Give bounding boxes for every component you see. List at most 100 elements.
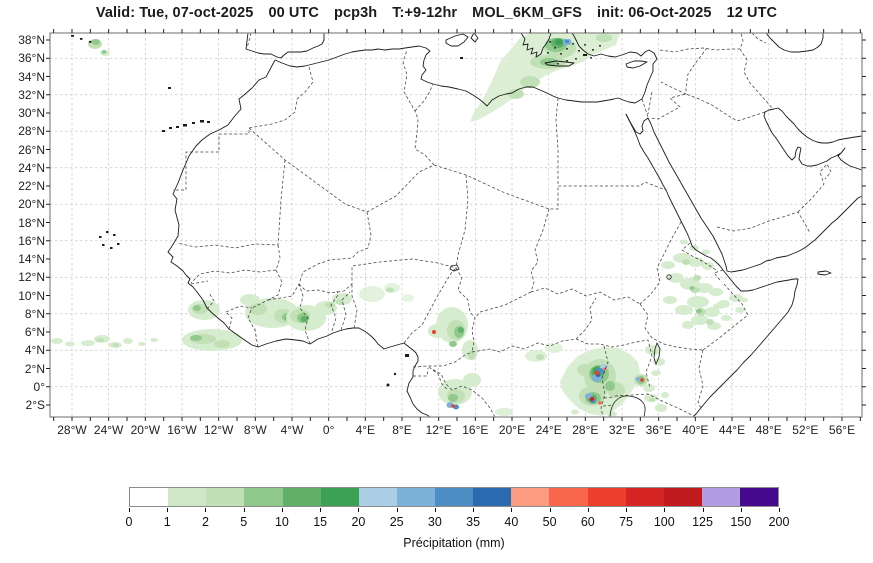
colorbar-segment xyxy=(701,488,740,506)
colorbar-segment xyxy=(358,488,397,506)
title-part: T:+9-12hr xyxy=(392,5,458,21)
lat-tick-label: 2°S xyxy=(25,398,45,412)
lat-tick-label: 28°N xyxy=(18,124,45,139)
lat-tick-label: 4°N xyxy=(24,343,45,358)
colorbar-segment xyxy=(511,488,550,506)
colorbar-segment xyxy=(625,488,664,506)
lat-tick-label: 12°N xyxy=(18,270,45,285)
lat-tick-label: 30°N xyxy=(18,106,45,120)
colorbar-tick-mark xyxy=(664,508,666,512)
lon-tick-label: 32°E xyxy=(608,423,636,437)
lon-tick-label: 16°W xyxy=(167,423,197,437)
lat-tick-label: 20°N xyxy=(18,197,45,212)
graticule-grid xyxy=(50,33,862,417)
lat-tick-label: 18°N xyxy=(18,215,45,230)
colorbar-tick-mark xyxy=(779,508,780,512)
colorbar-tick-mark xyxy=(511,508,513,512)
lat-tick-label: 8°N xyxy=(24,306,45,321)
lon-tick-label: 48°E xyxy=(755,423,782,437)
title-part: pcp3h xyxy=(334,5,378,21)
colorbar xyxy=(129,487,779,507)
title-part: 12 UTC xyxy=(726,5,778,21)
colorbar-tick-label: 10 xyxy=(274,515,289,529)
axis-ticks xyxy=(46,29,866,421)
colorbar-tick-label: 150 xyxy=(730,515,752,529)
colorbar-tick-label: 40 xyxy=(504,515,519,529)
lon-tick-label: 52°E xyxy=(792,423,819,437)
precipitation-shading xyxy=(51,33,748,417)
lat-tick-label: 32°N xyxy=(18,87,45,102)
colorbar-segment xyxy=(320,488,359,506)
colorbar-tick-label: 0 xyxy=(125,515,133,529)
page-title: Valid: Tue, 07-oct-2025 00 UTC pcp3h T:+9-1… xyxy=(0,5,873,21)
colorbar-segment xyxy=(168,488,207,506)
colorbar-segment xyxy=(740,488,779,506)
map-frame xyxy=(49,32,863,418)
lon-tick-label: 16°E xyxy=(462,423,489,437)
colorbar-segment xyxy=(549,488,588,506)
lat-tick-label: 24°N xyxy=(18,160,45,175)
lon-tick-label: 8°W xyxy=(243,423,267,437)
colorbar-tick-label: 60 xyxy=(580,515,595,529)
title-part: init: 06-Oct-2025 xyxy=(597,5,712,21)
title-part: MOL_6KM_GFS xyxy=(472,5,583,21)
colorbar-axis-label: Précipitation (mm) xyxy=(403,536,505,550)
colorbar-tick-label: 100 xyxy=(653,515,675,529)
colorbar-tick-mark xyxy=(129,508,130,512)
lon-tick-label: 4°E xyxy=(355,423,376,437)
lat-tick-label: 14°N xyxy=(18,252,45,266)
colorbar-tick-mark xyxy=(626,508,628,512)
colorbar-tick-label: 25 xyxy=(389,515,404,529)
colorbar-tick-mark xyxy=(167,508,169,512)
colorbar-segment xyxy=(206,488,245,506)
island-specks xyxy=(71,35,601,387)
colorbar-tick-label: 50 xyxy=(542,515,557,529)
precipitation-map xyxy=(46,29,866,421)
lat-tick-label: 34°N xyxy=(18,69,45,84)
colorbar-segment xyxy=(587,488,626,506)
colorbar-tick-label: 35 xyxy=(466,515,481,529)
colorbar-tick-mark xyxy=(473,508,475,512)
lon-tick-label: 40°E xyxy=(682,423,709,437)
colorbar-tick-mark xyxy=(740,508,742,512)
colorbar-tick-mark xyxy=(243,508,245,512)
lon-tick-label: 28°W xyxy=(57,423,87,437)
lat-tick-label: 16°N xyxy=(18,233,45,248)
colorbar-segment xyxy=(130,488,169,506)
colorbar-segment xyxy=(282,488,321,506)
colorbar-tick-mark xyxy=(396,508,398,512)
colorbar-tick-mark xyxy=(320,508,322,512)
coastlines xyxy=(167,33,862,417)
colorbar-tick-label: 5 xyxy=(240,515,248,529)
colorbar-tick-label: 125 xyxy=(692,515,713,529)
colorbar-tick-label: 15 xyxy=(313,515,328,529)
lon-tick-label: 12°E xyxy=(425,423,452,437)
lat-tick-label: 36°N xyxy=(18,51,45,66)
lat-tick-label: 10°N xyxy=(18,288,45,303)
lon-tick-label: 8°E xyxy=(392,423,412,437)
country-borders xyxy=(173,33,832,417)
colorbar-tick-mark xyxy=(358,508,360,512)
colorbar-tick-label: 75 xyxy=(619,515,633,529)
colorbar-tick-label: 2 xyxy=(201,515,209,529)
colorbar-segment xyxy=(435,488,474,506)
lat-tick-label: 38°N xyxy=(18,33,45,47)
lat-tick-label: 6°N xyxy=(24,325,45,339)
colorbar-tick-label: 20 xyxy=(351,515,366,529)
colorbar-segment xyxy=(244,488,283,506)
lon-tick-label: 20°W xyxy=(130,423,161,437)
lakes xyxy=(449,264,672,417)
lon-tick-label: 20°E xyxy=(498,423,526,437)
lon-tick-label: 24°W xyxy=(93,423,124,437)
colorbar-tick-mark xyxy=(434,508,436,512)
lon-tick-label: 24°E xyxy=(535,423,562,437)
colorbar-tick-mark xyxy=(549,508,551,512)
colorbar-segment xyxy=(396,488,435,506)
lon-tick-label: 56°E xyxy=(828,423,856,437)
colorbar-tick-mark xyxy=(702,508,704,512)
lon-tick-label: 12°W xyxy=(203,423,234,437)
title-part: Valid: Tue, 07-oct-2025 xyxy=(95,5,254,21)
colorbar-tick-mark xyxy=(205,508,207,512)
colorbar-tick-mark xyxy=(587,508,589,512)
